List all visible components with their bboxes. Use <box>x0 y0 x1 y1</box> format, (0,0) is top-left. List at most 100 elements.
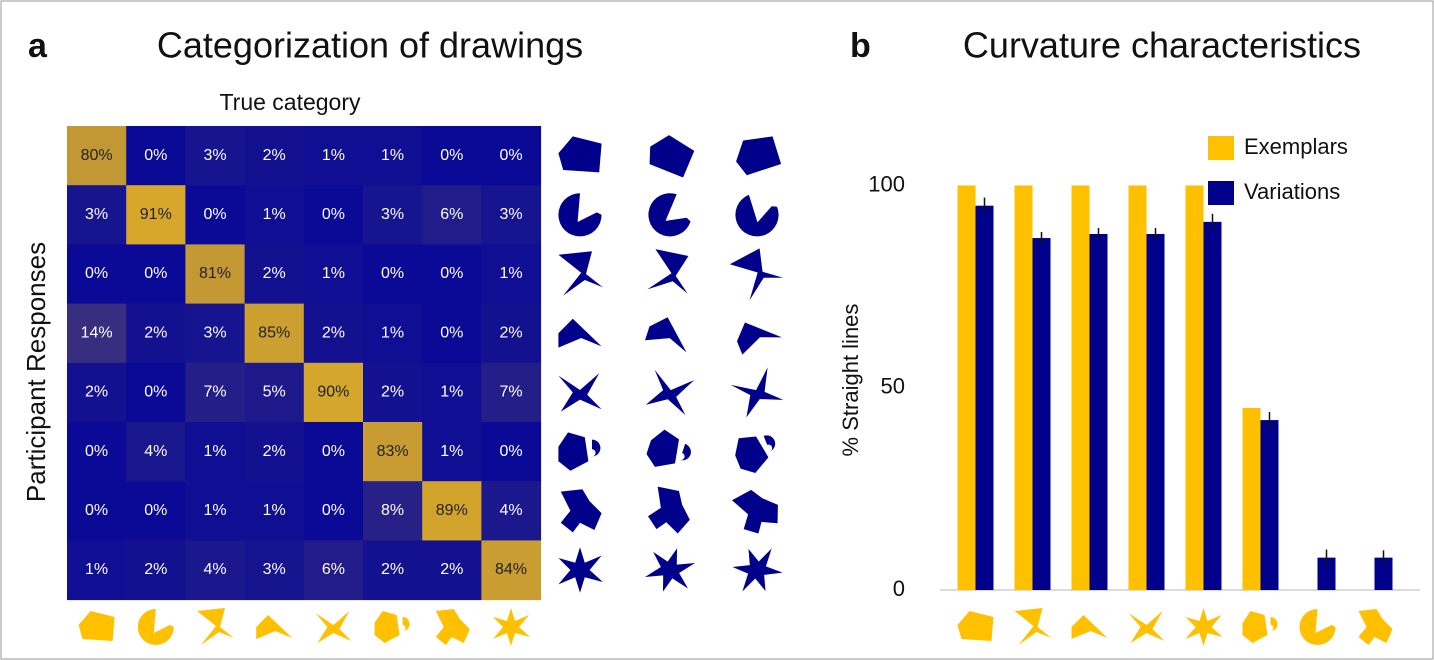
heatmap-cell <box>363 126 423 186</box>
heatmap-cell <box>422 362 482 423</box>
bar <box>1089 234 1108 590</box>
icon <box>558 193 602 237</box>
cell-label: 2% <box>322 324 345 341</box>
heatmap-cell <box>244 422 305 482</box>
cell-label: 7% <box>499 384 522 401</box>
icon <box>1358 609 1393 645</box>
heatmap-cell <box>481 185 542 245</box>
icon <box>645 369 695 416</box>
cell-label: 1% <box>85 561 108 578</box>
bar <box>1203 221 1222 590</box>
icon <box>435 609 470 645</box>
heatmap-cell <box>67 303 127 364</box>
heatmap-cell <box>244 362 305 423</box>
bar <box>1242 407 1261 590</box>
cell-label: 3% <box>203 324 226 341</box>
heatmap-cell <box>481 244 542 305</box>
heatmap-cell <box>422 481 482 541</box>
chart-title: Categorization of drawings <box>157 25 583 66</box>
heatmap-cell <box>126 126 186 186</box>
heatmap-cell <box>363 303 423 364</box>
heatmap-cell <box>244 481 305 541</box>
cell-label: 0% <box>85 265 108 282</box>
heatmap-cell <box>422 126 482 186</box>
cell-label: 1% <box>203 502 226 519</box>
heatmap-cell <box>67 244 127 305</box>
cell-label: 2% <box>85 384 108 401</box>
heatmap-cell <box>481 422 542 482</box>
cell-label: 91% <box>140 206 172 223</box>
icon <box>645 548 695 592</box>
cell-label: 0% <box>144 265 167 282</box>
bar <box>1014 185 1033 591</box>
cell-label: 0% <box>440 147 463 164</box>
bar <box>975 205 994 590</box>
y-tick-label: 0 <box>893 576 905 601</box>
cell-label: 0% <box>322 443 345 460</box>
heatmap-cell <box>126 244 186 305</box>
icon <box>735 194 779 237</box>
heatmap-cell <box>67 422 127 482</box>
cell-label: 2% <box>144 561 167 578</box>
legend-swatch <box>1208 181 1234 205</box>
heatmap-cell <box>67 126 127 186</box>
icon <box>558 547 603 593</box>
heatmap-cell <box>363 244 423 305</box>
icon <box>1128 611 1165 643</box>
bar <box>1374 557 1393 590</box>
bar <box>1071 185 1090 591</box>
cell-label: 2% <box>440 561 463 578</box>
legend-label: Variations <box>1244 179 1340 204</box>
cell-label: 2% <box>263 147 286 164</box>
icon <box>137 609 174 645</box>
cell-label: 1% <box>440 384 463 401</box>
cell-label: 2% <box>499 324 522 341</box>
heatmap-cell <box>303 481 364 541</box>
x-axis-label: True category <box>219 89 361 115</box>
cell-label: 90% <box>317 384 349 401</box>
icon <box>1242 611 1278 643</box>
bar <box>957 185 976 591</box>
cell-label: 2% <box>263 443 286 460</box>
heatmap-cell <box>185 244 246 305</box>
bar <box>1260 420 1279 590</box>
heatmap-cell <box>185 362 246 423</box>
cell-label: 8% <box>381 502 404 519</box>
icon <box>646 429 691 467</box>
heatmap-cell <box>67 362 127 423</box>
icon <box>729 248 784 301</box>
heatmap-cell <box>303 362 364 423</box>
heatmap-cell <box>481 481 542 541</box>
heatmap-cell <box>244 185 305 245</box>
cell-label: 0% <box>203 206 226 223</box>
icon <box>560 489 602 533</box>
heatmap-cell <box>363 185 423 245</box>
bar <box>1317 557 1336 590</box>
heatmap-cell <box>303 185 364 245</box>
cell-label: 1% <box>263 206 286 223</box>
cell-label: 6% <box>440 206 463 223</box>
heatmap-cell <box>422 185 482 245</box>
cell-label: 1% <box>499 265 522 282</box>
icon <box>732 489 778 534</box>
heatmap-cell <box>244 244 305 305</box>
heatmap-cell <box>185 422 246 482</box>
heatmap-cell <box>185 540 246 601</box>
cell-label: 4% <box>203 561 226 578</box>
panel-label: b <box>850 27 871 65</box>
cell-label: 1% <box>322 265 345 282</box>
heatmap-cell <box>185 481 246 541</box>
heatmap-cell <box>67 185 127 245</box>
cell-label: 1% <box>203 443 226 460</box>
icon <box>315 611 352 643</box>
icon <box>374 611 410 643</box>
cell-label: 4% <box>144 443 167 460</box>
cell-label: 2% <box>144 324 167 341</box>
cell-label: 0% <box>322 206 345 223</box>
heatmap-cell <box>363 362 423 423</box>
cell-label: 3% <box>203 147 226 164</box>
cell-label: 1% <box>381 324 404 341</box>
chart-title: Curvature characteristics <box>963 25 1361 66</box>
icon <box>730 367 784 418</box>
legend-swatch <box>1208 136 1234 160</box>
